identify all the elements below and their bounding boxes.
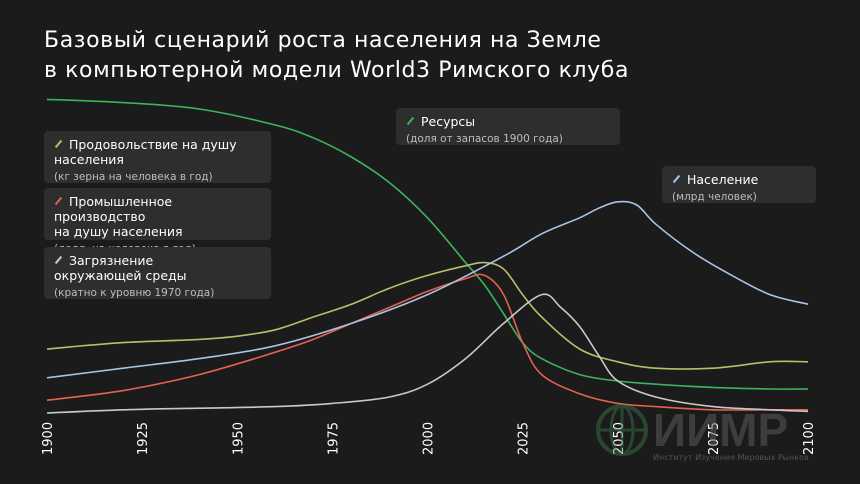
legend-industry: Промышленное производство на душу населен… (44, 188, 271, 255)
title-line-1: Базовый сценарий роста населения на Земл… (44, 28, 602, 53)
legend-industry-name-line1: Промышленное производство (54, 194, 173, 224)
legend-population-name: Население (672, 172, 806, 187)
x-axis-ticks: 1900 1925 1950 1975 2000 2025 2050 2075 2100 (41, 422, 817, 455)
legend-resources-swatch-icon (406, 116, 415, 125)
x-tick-label-2050: 2050 (612, 422, 627, 455)
page-title: Базовый сценарий роста населения на Земл… (44, 26, 629, 86)
logo-wordmark: ИИМР (653, 404, 788, 456)
legend-pollution-name-line2: окружающей среды (54, 268, 187, 283)
x-tick-label-2025: 2025 (517, 422, 532, 455)
legend-pollution-name-line1: Загрязнение (69, 253, 154, 268)
legend-food-name: Продовольствие на душу населения (54, 137, 261, 167)
series-layer (46, 98, 809, 414)
legend-food-unit: (кг зерна на человека в год) (54, 171, 213, 183)
legend-resources-name-line1: Ресурсы (421, 114, 476, 129)
x-tick-label-1925: 1925 (136, 422, 151, 455)
series-line-pollution (46, 293, 809, 414)
x-tick-label-1975: 1975 (326, 422, 341, 455)
x-tick-label-1900: 1900 (41, 422, 56, 455)
series-line-population (46, 200, 809, 379)
x-tick-label-1950: 1950 (231, 422, 246, 455)
x-tick-label-2000: 2000 (422, 422, 437, 455)
legend-industry-swatch-icon (54, 196, 63, 205)
series-line-resources (46, 98, 809, 390)
legend-industry-name-line2: на душу населения (54, 224, 183, 239)
legend-population-name-line1: Население (687, 172, 759, 187)
legend-resources: Ресурсы (доля от запасов 1900 года) (396, 108, 620, 145)
series-line-food (46, 261, 809, 370)
series-line-industry (46, 273, 808, 411)
legend-food-name-line2: населения (54, 152, 124, 167)
legend-pollution-name: Загрязнение окружающей среды (54, 253, 261, 283)
legend-pollution-swatch-icon (54, 255, 63, 264)
title-line-2: в компьютерной модели World3 Римского кл… (44, 58, 630, 83)
x-tick-label-2100: 2100 (802, 422, 817, 455)
legend-resources-name: Ресурсы (406, 114, 610, 129)
logo-subtitle: Институт Изучения Мировых Рынков (653, 453, 809, 462)
legend-industry-name: Промышленное производство на душу населен… (54, 194, 261, 239)
logo-watermark: ИИМР Институт Изучения Мировых Рынков (596, 404, 809, 462)
legend-resources-unit: (доля от запасов 1900 года) (406, 133, 563, 145)
legend-food-swatch-icon (54, 139, 63, 148)
globe-icon (596, 404, 648, 456)
legend-population-swatch-icon (672, 174, 681, 183)
legend-food: Продовольствие на душу населения (кг зерн… (44, 131, 271, 183)
legend-population: Население (млрд человек) (662, 166, 816, 203)
legend-population-unit: (млрд человек) (672, 191, 757, 203)
x-tick-label-2075: 2075 (707, 422, 722, 455)
legend-pollution-unit: (кратно к уровню 1970 года) (54, 287, 215, 299)
legend-food-name-line1: Продовольствие на душу (69, 137, 237, 152)
legend-pollution: Загрязнение окружающей среды (кратно к ур… (44, 247, 271, 299)
